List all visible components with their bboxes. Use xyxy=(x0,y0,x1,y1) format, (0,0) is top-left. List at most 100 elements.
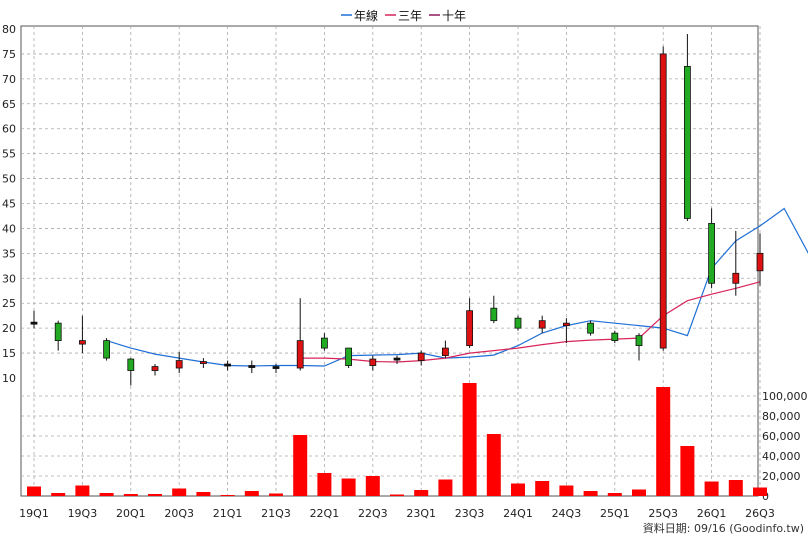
candle-body xyxy=(224,363,232,367)
candle-body xyxy=(248,365,256,368)
legend-label: 三年 xyxy=(398,9,422,23)
x-tick-label: 20Q1 xyxy=(116,507,146,520)
candle-body xyxy=(345,347,353,366)
x-tick-label: 24Q3 xyxy=(552,507,582,520)
chart-legend: 年線 三年 十年 xyxy=(341,8,466,23)
volume-bar xyxy=(559,485,574,496)
volume-bar xyxy=(680,446,695,496)
volume-bar xyxy=(728,480,743,496)
price-tick-label: 25 xyxy=(2,297,16,310)
volume-bar xyxy=(51,493,66,496)
volume-bar xyxy=(220,495,235,496)
volume-bar xyxy=(607,493,622,496)
candle-body xyxy=(708,223,715,284)
moving-average-lines xyxy=(106,207,808,367)
volume-bar xyxy=(269,493,283,496)
candle-body xyxy=(490,307,498,322)
price-tick-label: 50 xyxy=(2,173,16,186)
volume-tick-label: 40,000 xyxy=(762,450,801,463)
volume-bar xyxy=(75,485,90,496)
x-tick-label: 21Q3 xyxy=(261,507,291,520)
x-axis: 19Q1 19Q3 20Q1 20Q3 21Q1 21Q3 22Q1 22Q3 23Q1 23Q3… xyxy=(19,507,775,520)
volume-bars xyxy=(27,383,767,496)
x-tick-label: 26Q1 xyxy=(697,507,727,520)
volume-bar xyxy=(244,491,259,496)
candle-body xyxy=(175,360,183,369)
volume-axis: 0 20,000 40,000 60,000 80,000 100,000 xyxy=(762,390,808,503)
price-tick-label: 75 xyxy=(2,48,16,61)
candle-body xyxy=(30,321,38,325)
x-tick-label: 20Q3 xyxy=(164,507,194,520)
candle-body xyxy=(659,53,667,349)
volume-bar xyxy=(196,492,211,496)
candlesticks xyxy=(30,33,764,386)
volume-bar xyxy=(704,481,719,496)
candle-body xyxy=(635,335,643,346)
price-axis-mask xyxy=(0,376,20,496)
volume-bar xyxy=(656,387,671,496)
price-tick-label: 10 xyxy=(2,372,16,385)
volume-bar xyxy=(486,434,501,496)
x-tick-label: 25Q1 xyxy=(600,507,630,520)
volume-bar xyxy=(632,489,646,496)
x-tick-label: 23Q3 xyxy=(455,507,485,520)
source-footer: 資料日期: 09/16 (Goodinfo.tw) xyxy=(643,521,804,535)
legend-label: 年線 xyxy=(354,8,378,23)
candle-body xyxy=(79,340,86,345)
candle-body xyxy=(417,352,425,361)
candle-body xyxy=(393,357,401,361)
volume-bar xyxy=(172,488,187,496)
price-tick-label: 60 xyxy=(2,123,16,136)
candle-body xyxy=(54,322,62,342)
volume-bar xyxy=(535,481,550,496)
x-tick-label: 23Q1 xyxy=(406,507,436,520)
price-tick-label: 65 xyxy=(2,98,16,111)
candle-body xyxy=(466,310,474,346)
price-tick-label: 55 xyxy=(2,148,16,161)
legend-label: 十年 xyxy=(442,9,466,23)
price-tick-label: 80 xyxy=(2,23,16,36)
x-tick-label: 19Q1 xyxy=(19,507,49,520)
candle-body xyxy=(587,322,594,334)
volume-tick-label: 80,000 xyxy=(762,410,801,423)
candle-body xyxy=(514,317,522,329)
volume-tick-label: 20,000 xyxy=(762,470,801,483)
x-tick-label: 26Q3 xyxy=(745,507,775,520)
price-axis: 10 15 20 25 30 35 40 45 50 55 60 65 70 75 80 xyxy=(0,23,20,496)
candle-body xyxy=(563,322,570,327)
volume-bar xyxy=(148,494,162,496)
grid-lines xyxy=(21,26,761,496)
volume-bar xyxy=(753,487,767,496)
candle-body xyxy=(103,340,110,359)
candle-body xyxy=(199,361,207,364)
candle-body xyxy=(732,272,740,284)
x-tick-label: 19Q3 xyxy=(68,507,98,520)
x-tick-label: 24Q1 xyxy=(503,507,533,520)
ma-line xyxy=(106,207,808,367)
candle-body xyxy=(684,65,691,219)
x-tick-label: 25Q3 xyxy=(648,507,678,520)
volume-bar xyxy=(317,473,332,496)
volume-bar xyxy=(365,476,380,496)
candle-body xyxy=(320,337,328,349)
volume-bar xyxy=(462,383,477,496)
volume-bar xyxy=(390,494,404,496)
volume-bar xyxy=(99,493,114,496)
candle-body xyxy=(369,358,377,366)
candle-body xyxy=(151,366,159,371)
x-tick-label: 21Q1 xyxy=(213,507,243,520)
volume-bar xyxy=(438,479,453,496)
volume-bar xyxy=(511,483,525,496)
volume-bar xyxy=(583,491,598,496)
price-tick-label: 35 xyxy=(2,247,16,260)
volume-bar xyxy=(414,490,429,496)
price-tick-label: 45 xyxy=(2,198,16,211)
volume-bar xyxy=(341,478,356,496)
candle-body xyxy=(756,252,764,272)
candle-body xyxy=(441,347,449,356)
ma-line xyxy=(300,281,761,363)
volume-bar xyxy=(27,486,41,496)
price-tick-label: 70 xyxy=(2,73,16,86)
volume-tick-label: 0 xyxy=(762,490,769,503)
candle-body xyxy=(611,332,619,342)
